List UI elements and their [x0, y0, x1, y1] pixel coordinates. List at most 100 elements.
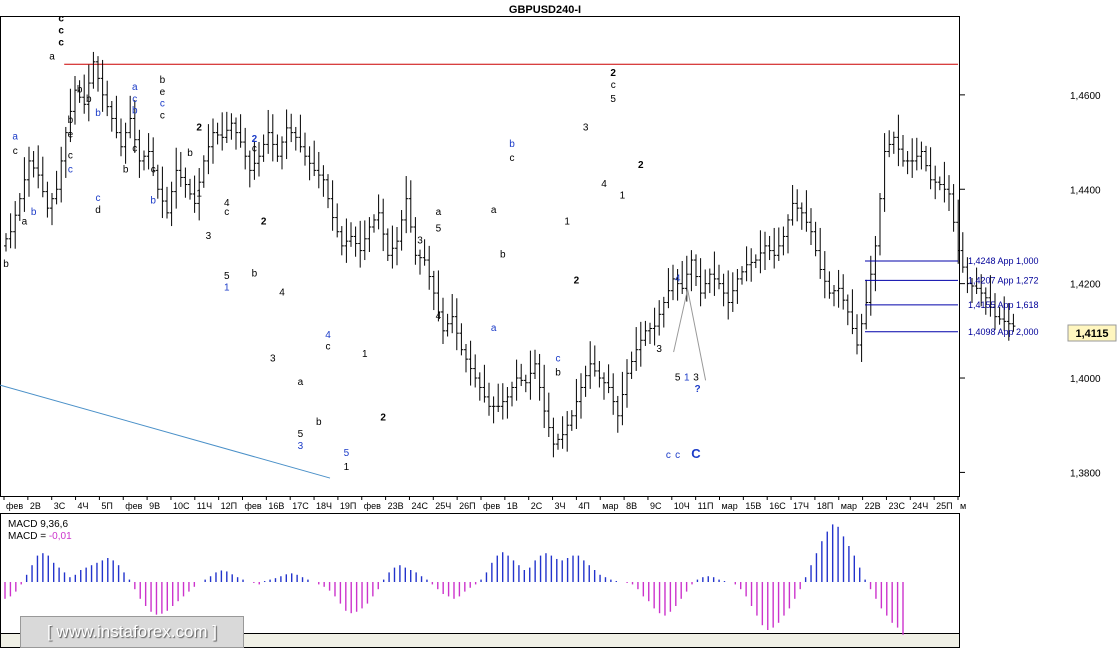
- candle: [730, 272, 735, 312]
- wave-label: c: [160, 99, 165, 110]
- wave-label: 4: [436, 311, 442, 322]
- candle: [427, 245, 432, 290]
- candle: [694, 254, 698, 286]
- candle: [68, 88, 73, 143]
- candle: [247, 150, 252, 188]
- candle: [993, 293, 997, 330]
- candle: [243, 127, 248, 170]
- candle: [339, 226, 344, 256]
- candle: [717, 264, 721, 290]
- y-axis: 1,4600 1,4400 1,4200 1,4000 1,3800: [959, 91, 1101, 479]
- candle: [220, 112, 225, 151]
- candle: [275, 134, 280, 162]
- candle: [928, 147, 933, 190]
- wave-label: 3: [298, 441, 304, 452]
- candle: [882, 133, 887, 212]
- candle: [804, 190, 809, 232]
- candle: [1006, 302, 1011, 341]
- candle: [625, 359, 629, 408]
- candle: [238, 114, 243, 148]
- x-tick-label: мар: [722, 501, 738, 511]
- candle: [468, 340, 473, 386]
- watermark-logo: [ www.instaforex.com ]: [20, 616, 244, 648]
- wave-label: 5: [610, 94, 616, 105]
- wave-label: b: [95, 108, 101, 119]
- candle: [878, 193, 882, 256]
- candle: [376, 194, 381, 230]
- x-tick-label: 18Ч: [316, 501, 332, 511]
- projection-path: [673, 289, 707, 381]
- candle: [983, 287, 988, 315]
- candle: [850, 289, 855, 335]
- candle: [431, 270, 436, 311]
- wave-label: 3: [417, 236, 423, 247]
- candle: [790, 185, 795, 226]
- candle: [496, 383, 501, 412]
- candle: [560, 416, 565, 449]
- candle: [528, 350, 533, 400]
- macd-label: MACD 9,36,6: [8, 519, 68, 530]
- macd-value-row: MACD = -0,01: [8, 531, 72, 542]
- candle: [321, 165, 326, 197]
- wave-label: c: [611, 80, 616, 91]
- candle: [100, 59, 105, 112]
- candle: [298, 114, 303, 153]
- wave-label: b: [77, 85, 83, 96]
- candle: [606, 364, 611, 394]
- wave-label: c: [13, 146, 18, 157]
- candle: [519, 363, 524, 387]
- candle: [312, 140, 317, 177]
- fib-level-label: 1,4155 App 1,618: [968, 300, 1039, 310]
- candle: [252, 140, 257, 180]
- candle: [514, 359, 519, 401]
- trend-line-layer: [0, 384, 331, 479]
- candle: [454, 298, 459, 351]
- candle: [537, 353, 542, 401]
- wave-label: c: [510, 153, 515, 164]
- candle: [569, 410, 574, 431]
- wave-label: 3: [270, 354, 276, 365]
- wave-label: C: [691, 446, 701, 461]
- candle: [588, 341, 593, 389]
- candle: [500, 383, 505, 420]
- y-tick-label: 1,4000: [1070, 374, 1101, 385]
- candle: [758, 230, 763, 274]
- candle: [767, 235, 772, 261]
- candle: [459, 323, 464, 356]
- wave-label: d: [95, 205, 101, 216]
- wave-label: c: [96, 193, 101, 204]
- candle: [602, 372, 606, 400]
- x-tick-label: 9В: [149, 501, 160, 511]
- candle: [4, 233, 8, 252]
- candle: [59, 146, 64, 203]
- x-tick-label: 24С: [411, 501, 428, 511]
- candle: [160, 166, 165, 219]
- candle: [17, 193, 22, 221]
- candle: [910, 138, 915, 178]
- candle: [615, 395, 620, 433]
- y-tick-label: 1,4400: [1070, 185, 1101, 196]
- candle: [142, 150, 146, 171]
- x-tick-label: 3С: [54, 501, 66, 511]
- candle: [1002, 296, 1007, 331]
- candle: [261, 134, 266, 162]
- candle: [473, 354, 478, 388]
- candle: [979, 274, 984, 307]
- candle: [192, 175, 197, 213]
- candle: [680, 260, 685, 295]
- candle: [146, 133, 151, 170]
- candle: [546, 392, 551, 438]
- y-tick-label: 1,4600: [1070, 91, 1101, 102]
- candle: [270, 114, 275, 162]
- y-tick-label: 1,3800: [1070, 468, 1101, 479]
- macd-value: -0,01: [49, 531, 72, 542]
- wave-label: b: [68, 115, 74, 126]
- candle: [36, 145, 41, 189]
- candle: [795, 189, 800, 222]
- wave-label: b: [123, 165, 129, 176]
- chart-title: GBPUSD240-I: [509, 4, 581, 16]
- x-tick-label: 3Ч: [555, 501, 566, 511]
- candle: [666, 268, 671, 309]
